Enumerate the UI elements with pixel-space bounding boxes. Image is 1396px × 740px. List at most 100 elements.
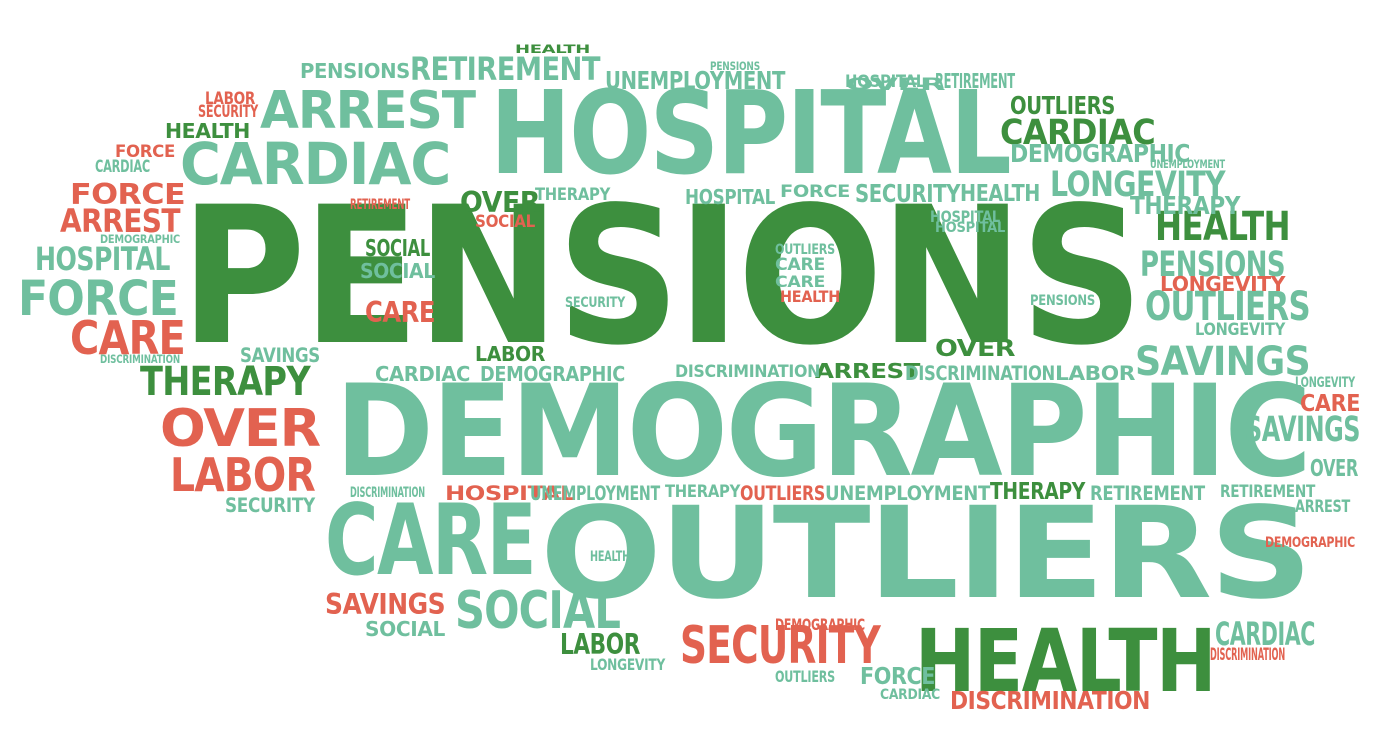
cloud-word: OUTLIERS — [740, 481, 825, 505]
cloud-word: CARDIAC — [180, 131, 451, 198]
cloud-word: UNEMPLOYMENT — [1150, 157, 1225, 172]
cloud-word: HOSPITAL — [935, 220, 1005, 237]
cloud-word: OVER — [935, 336, 1016, 363]
cloud-word: PENSIONS — [180, 165, 1144, 387]
cloud-word: FORCE — [780, 181, 851, 202]
cloud-word: SECURITY — [198, 101, 259, 122]
cloud-word: ARREST — [260, 81, 476, 142]
cloud-word: CARDIAC — [95, 156, 151, 177]
cloud-word: HEALTH — [915, 612, 1216, 712]
cloud-word: HOSPITAL — [35, 239, 170, 278]
cloud-word: LABOR — [205, 88, 256, 109]
cloud-word: HEALTH — [165, 118, 250, 143]
cloud-word: UNEMPLOYMENT — [825, 481, 990, 505]
cloud-word: RETIREMENT — [1090, 481, 1205, 505]
cloud-word: CARE — [1300, 391, 1361, 418]
cloud-word: CARDIAC — [880, 687, 941, 704]
cloud-word: OUTLIERS — [1145, 284, 1311, 331]
cloud-word: HEALTH — [960, 181, 1040, 208]
cloud-word: CARDIAC — [375, 361, 470, 386]
cloud-word: THERAPY — [1130, 191, 1241, 221]
cloud-word: DEMOGRAPHIC — [1010, 139, 1191, 169]
cloud-word: FORCE — [860, 664, 936, 691]
cloud-word: HEALTH — [1155, 204, 1291, 251]
cloud-word: HOSPITAL — [490, 67, 1012, 201]
cloud-word: SECURITY — [855, 179, 961, 209]
cloud-word: SOCIAL — [365, 236, 430, 263]
cloud-word: CARE — [775, 271, 825, 291]
cloud-word: HOSPITAL — [685, 184, 775, 209]
cloud-word: CARE — [775, 254, 826, 275]
cloud-word: SECURITY — [680, 616, 881, 677]
cloud-word: LONGEVITY — [1295, 375, 1355, 392]
cloud-word: CARDIAC — [1215, 614, 1316, 653]
cloud-word: SOCIAL — [475, 211, 536, 232]
cloud-word: SOCIAL — [455, 581, 621, 642]
cloud-word: OVER — [460, 185, 541, 219]
cloud-word: THERAPY — [140, 359, 311, 406]
cloud-word: FORCE — [18, 270, 179, 327]
cloud-word: DISCRIMINATION — [350, 485, 425, 502]
cloud-word: PENSIONS — [1140, 244, 1286, 285]
cloud-word: RETIREMENT — [1220, 481, 1316, 502]
cloud-word: UNEMPLOYMENT — [530, 481, 660, 505]
cloud-word: HOSPITAL — [845, 71, 926, 92]
cloud-word: RETIREMENT — [410, 49, 600, 88]
cloud-word: SAVINGS — [1245, 409, 1361, 450]
cloud-word: PENSIONS — [1030, 293, 1095, 310]
cloud-word: ARREST — [815, 358, 920, 383]
cloud-word: RETIREMENT — [935, 68, 1015, 93]
cloud-word: PENSIONS — [300, 58, 410, 83]
cloud-word: SAVINGS — [325, 587, 446, 621]
cloud-word: FORCE — [115, 141, 176, 162]
cloud-word: DISCRIMINATION — [950, 686, 1150, 716]
cloud-word: ARREST — [1295, 496, 1351, 517]
cloud-word: FORCE — [70, 177, 186, 211]
cloud-word: OVER — [1310, 456, 1359, 483]
cloud-word: LONGEVITY — [1160, 271, 1285, 296]
cloud-word: OUTLIERS — [1010, 91, 1115, 121]
cloud-word: SOCIAL — [360, 258, 435, 283]
cloud-word: OUTLIERS — [540, 480, 1313, 628]
cloud-word: SOCIAL — [365, 616, 445, 641]
cloud-word: SAVINGS — [1135, 339, 1311, 386]
cloud-word: SECURITY — [565, 295, 626, 312]
cloud-word: DISCRIMINATION — [1210, 644, 1286, 665]
cloud-word: LONGEVITY — [1050, 164, 1226, 205]
cloud-word: DEMOGRAPHIC — [1265, 535, 1355, 552]
cloud-word: HEALTH — [780, 286, 840, 306]
cloud-word: OVER — [845, 74, 946, 95]
cloud-word: LABOR — [1055, 361, 1135, 385]
cloud-word: HEALTH — [590, 549, 630, 566]
cloud-word: DEMOGRAPHIC — [775, 614, 865, 634]
cloud-word: PENSIONS — [710, 59, 760, 74]
cloud-word: DEMOGRAPHIC — [100, 232, 181, 247]
cloud-word: LONGEVITY — [1195, 319, 1285, 340]
cloud-word: DEMOGRAPHIC — [335, 358, 1312, 506]
cloud-word: OUTLIERS — [775, 242, 835, 259]
cloud-word: HOSPITAL — [445, 481, 575, 505]
cloud-word: SAVINGS — [240, 343, 320, 367]
cloud-word: CARE — [365, 295, 435, 329]
cloud-word: CARE — [325, 484, 537, 599]
cloud-word: SECURITY — [225, 493, 315, 517]
cloud-word: LONGEVITY — [590, 654, 666, 674]
cloud-word: THERAPY — [990, 479, 1086, 506]
cloud-word: LABOR — [475, 341, 546, 366]
cloud-word: HOSPITAL — [930, 206, 1000, 226]
cloud-word: DEMOGRAPHIC — [480, 361, 625, 386]
cloud-word: DISCRIMINATION — [675, 361, 821, 382]
cloud-word: ARREST — [60, 201, 181, 240]
cloud-word: LABOR — [560, 627, 640, 661]
cloud-word: RETIREMENT — [350, 197, 410, 214]
cloud-word: DISCRIMINATION — [100, 352, 180, 367]
cloud-word: OVER — [160, 399, 321, 460]
cloud-word: LABOR — [170, 447, 316, 502]
cloud-word: HEALTH — [515, 42, 591, 57]
cloud-word: UNEMPLOYMENT — [605, 66, 785, 96]
cloud-word: CARDIAC — [1000, 112, 1156, 153]
cloud-word: OUTLIERS — [775, 666, 835, 686]
cloud-word: DISCRIMINATION — [905, 361, 1055, 385]
cloud-word: CARE — [70, 310, 186, 365]
cloud-word: THERAPY — [535, 184, 611, 205]
